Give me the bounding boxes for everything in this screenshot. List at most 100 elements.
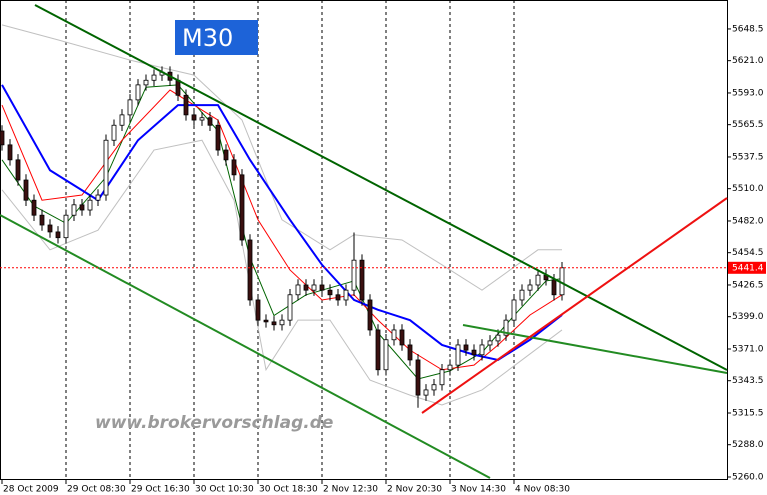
x-tick-label: 30 Oct 18:30 <box>259 485 318 495</box>
candle-body <box>175 79 181 96</box>
candle-body <box>199 117 205 121</box>
x-tick-label: 28 Oct 2009 <box>3 485 59 495</box>
y-tick-label: 5621.0 <box>732 56 764 66</box>
watermark: www.brokervorschlag.de <box>95 413 333 433</box>
candle-body <box>111 124 117 141</box>
candle-body <box>135 84 141 101</box>
candle-body <box>239 174 245 241</box>
candle-body <box>439 369 445 386</box>
candle-body <box>495 334 501 342</box>
candle-body <box>303 284 309 291</box>
candle-body <box>351 259 357 291</box>
candle-body <box>447 364 453 371</box>
x-tick-label: 30 Oct 10:30 <box>195 485 254 495</box>
candle-body <box>223 149 229 161</box>
candle-body <box>359 259 365 301</box>
last-price-label: 5441.4 <box>732 263 764 273</box>
indicator-line <box>1 139 563 406</box>
x-tick-label: 3 Nov 14:30 <box>451 485 506 495</box>
candle-body <box>15 159 21 181</box>
candle-body <box>487 340 493 346</box>
candle-body <box>423 389 429 396</box>
y-tick-label: 5648.5 <box>732 24 764 34</box>
candle-body <box>87 199 93 211</box>
candle-body <box>455 344 461 366</box>
trend-line <box>0 214 491 479</box>
candle-body <box>471 349 477 356</box>
candle-body <box>295 284 301 296</box>
candle-body <box>431 384 437 391</box>
indicator-line <box>1 24 562 291</box>
candle-body <box>399 329 405 346</box>
grid <box>65 0 515 480</box>
candle-body <box>127 99 133 116</box>
trend-line <box>462 324 728 374</box>
y-tick-label: 5593.0 <box>732 88 764 98</box>
candle-body <box>375 329 381 371</box>
candle-body <box>383 339 389 371</box>
candle-body <box>39 214 45 226</box>
trend-line <box>421 197 728 414</box>
y-tick-label: 5510.0 <box>732 184 764 194</box>
candle-body <box>335 294 341 301</box>
candle-body <box>519 289 525 301</box>
y-tick-label: 5288.0 <box>732 440 764 450</box>
candle-body <box>415 359 421 396</box>
candle-body <box>71 204 77 216</box>
candle-body <box>319 284 325 291</box>
last-price-box <box>728 261 766 274</box>
y-tick-label: 5454.5 <box>732 248 764 258</box>
candle-body <box>343 289 349 301</box>
candle-body <box>31 199 37 216</box>
candle-body <box>95 194 101 201</box>
candle-body <box>279 319 285 326</box>
candle-body <box>151 74 157 81</box>
candle-body <box>511 299 517 321</box>
candle-body <box>0 130 5 146</box>
timeframe-label: M30 <box>182 24 233 52</box>
x-tick-label: 2 Nov 20:30 <box>387 485 442 495</box>
candle-body <box>55 231 61 239</box>
candle-body <box>527 284 533 291</box>
candle-body <box>255 299 261 321</box>
y-tick-label: 5315.5 <box>732 408 764 418</box>
candle-body <box>327 289 333 296</box>
y-tick-label: 5371.0 <box>732 344 764 354</box>
candle-body <box>535 274 541 286</box>
candle-body <box>191 114 197 121</box>
x-tick-label: 29 Oct 08:30 <box>67 485 126 495</box>
candle-body <box>231 159 237 176</box>
x-tick-label: 29 Oct 16:30 <box>131 485 190 495</box>
y-tick-label: 5343.5 <box>732 376 764 386</box>
candle-body <box>103 139 109 196</box>
candle-body <box>207 117 213 126</box>
candle-body <box>367 299 373 331</box>
candle-body <box>551 279 557 296</box>
y-tick-label: 5537.5 <box>732 152 764 162</box>
y-tick-label: 5482.0 <box>732 216 764 226</box>
candles <box>0 66 565 408</box>
candle-body <box>311 284 317 291</box>
candle-body <box>479 344 485 356</box>
y-tick-label: 5260.0 <box>732 473 764 483</box>
candle-body <box>215 124 221 151</box>
candle-body <box>263 319 269 323</box>
x-tick-label: 2 Nov 12:30 <box>323 485 378 495</box>
timeframe-badge <box>175 20 258 55</box>
candle-body <box>143 79 149 86</box>
y-tick-label: 5565.5 <box>732 120 764 130</box>
candle-body <box>63 214 69 239</box>
candle-body <box>391 329 397 341</box>
x-tick-label: 4 Nov 08:30 <box>515 485 570 495</box>
candle-body <box>7 144 13 161</box>
candle-body <box>271 321 277 326</box>
candle-body <box>407 344 413 361</box>
y-tick-label: 5426.5 <box>732 280 764 290</box>
candle-body <box>183 94 189 116</box>
candle-body <box>47 224 53 233</box>
candle-body <box>503 319 509 336</box>
y-tick-label: 5399.0 <box>732 312 764 322</box>
candle-body <box>247 239 253 301</box>
candle-body <box>23 179 29 201</box>
